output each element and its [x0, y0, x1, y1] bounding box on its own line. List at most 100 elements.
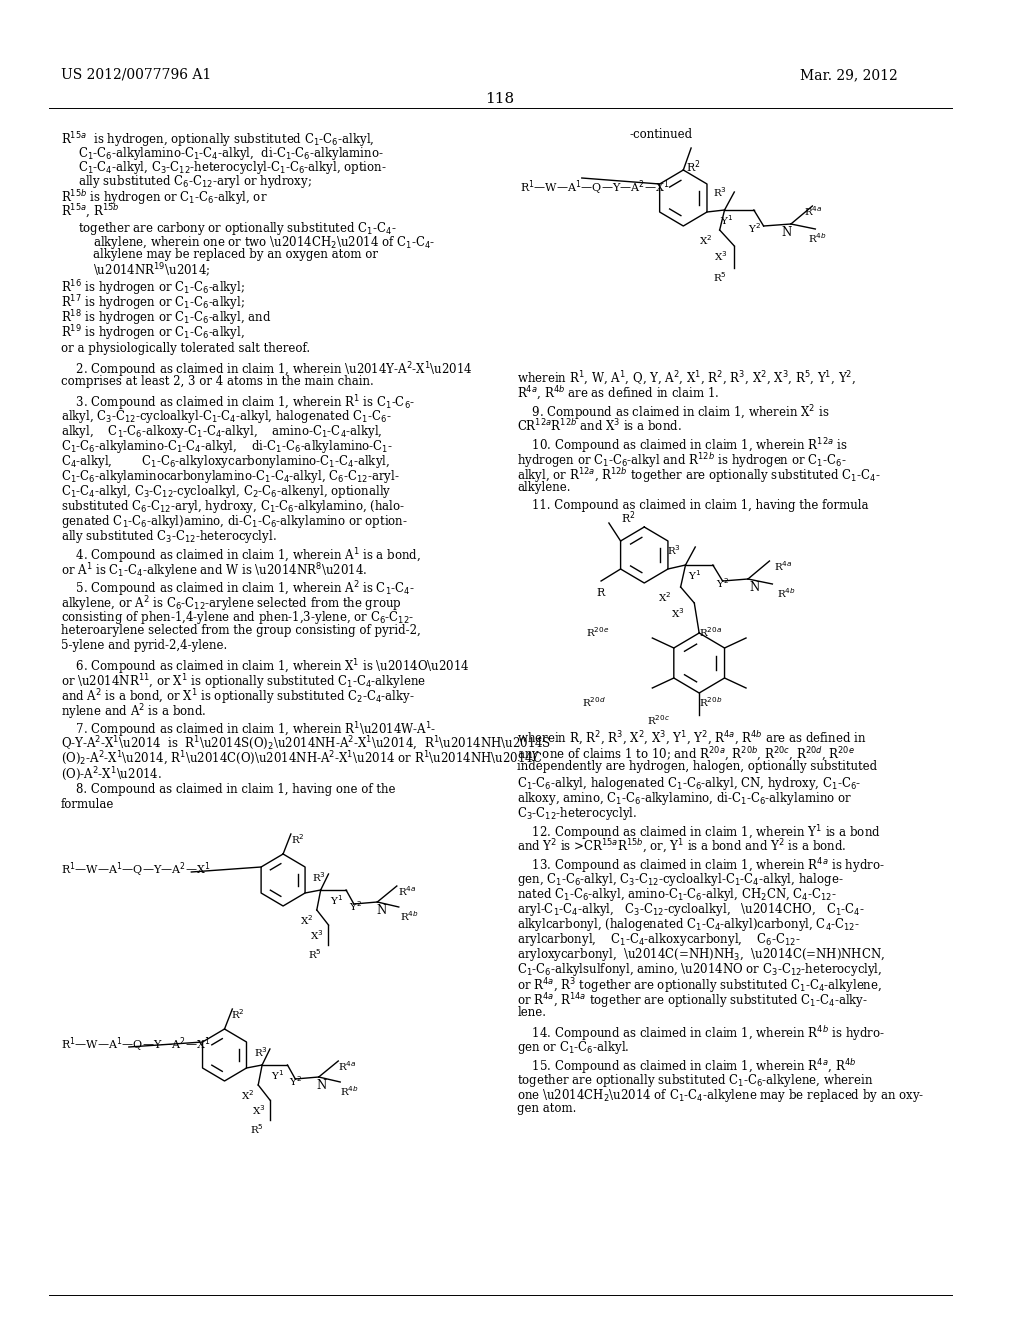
Text: alkylene.: alkylene. [517, 480, 570, 494]
Text: X$^2$: X$^2$ [241, 1088, 254, 1102]
Text: C$_1$-C$_6$-alkylamino-C$_1$-C$_4$-alkyl,  di-C$_1$-C$_6$-alkylamino-: C$_1$-C$_6$-alkylamino-C$_1$-C$_4$-alkyl… [78, 145, 384, 162]
Text: together are optionally substituted C$_1$-C$_6$-alkylene, wherein: together are optionally substituted C$_1… [517, 1072, 873, 1089]
Text: (O)-A$^2$-X$^1$\u2014.: (O)-A$^2$-X$^1$\u2014. [60, 766, 162, 783]
Text: R$^3$: R$^3$ [667, 543, 681, 557]
Text: 118: 118 [485, 92, 514, 106]
Text: Q-Y-A$^2$-X$^1$\u2014  is  R$^1$\u2014S(O)$_2$\u2014NH-A$^2$-X$^1$\u2014,  R$^1$: Q-Y-A$^2$-X$^1$\u2014 is R$^1$\u2014S(O)… [60, 735, 551, 754]
Text: alkyl, or R$^{12a}$, R$^{12b}$ together are optionally substituted C$_1$-C$_4$-: alkyl, or R$^{12a}$, R$^{12b}$ together … [517, 466, 881, 484]
Text: R$^1$—W—A$^1$—Q—Y—A$^2$—X$^1$: R$^1$—W—A$^1$—Q—Y—A$^2$—X$^1$ [60, 1035, 210, 1053]
Text: R$^{16}$ is hydrogen or C$_1$-C$_6$-alkyl;: R$^{16}$ is hydrogen or C$_1$-C$_6$-alky… [60, 279, 245, 297]
Text: alkyl, C$_3$-C$_{12}$-cycloalkyl-C$_1$-C$_4$-alkyl, halogenated C$_1$-C$_6$-: alkyl, C$_3$-C$_{12}$-cycloalkyl-C$_1$-C… [60, 408, 391, 425]
Text: R$^2$: R$^2$ [621, 510, 636, 525]
Text: 9. Compound as claimed in claim 1, wherein X$^2$ is: 9. Compound as claimed in claim 1, where… [517, 403, 829, 422]
Text: X$^3$: X$^3$ [671, 606, 684, 620]
Text: R$^{20b}$: R$^{20b}$ [699, 696, 722, 709]
Text: C$_3$-C$_{12}$-heterocyclyl.: C$_3$-C$_{12}$-heterocyclyl. [517, 805, 637, 822]
Text: or R$^{4a}$, R$^3$ together are optionally substituted C$_1$-C$_4$-alkylene,: or R$^{4a}$, R$^3$ together are optional… [517, 975, 883, 995]
Text: R$^5$: R$^5$ [308, 946, 323, 961]
Text: R$^{15a}$  is hydrogen, optionally substituted C$_1$-C$_6$-alkyl,: R$^{15a}$ is hydrogen, optionally substi… [60, 129, 374, 149]
Text: heteroarylene selected from the group consisting of pyrid-2,: heteroarylene selected from the group co… [60, 624, 420, 638]
Text: Y$^1$: Y$^1$ [721, 213, 733, 227]
Text: Y$^2$: Y$^2$ [349, 899, 362, 913]
Text: 8. Compound as claimed in claim 1, having one of the: 8. Compound as claimed in claim 1, havin… [60, 783, 395, 796]
Text: R$^3$: R$^3$ [713, 185, 727, 199]
Text: R$^{4a}$: R$^{4a}$ [398, 884, 417, 898]
Text: comprises at least 2, 3 or 4 atoms in the main chain.: comprises at least 2, 3 or 4 atoms in th… [60, 375, 374, 388]
Text: substituted C$_6$-C$_{12}$-aryl, hydroxy, C$_1$-C$_6$-alkylamino, (halo-: substituted C$_6$-C$_{12}$-aryl, hydroxy… [60, 498, 404, 515]
Text: 12. Compound as claimed in claim 1, wherein Y$^1$ is a bond: 12. Compound as claimed in claim 1, wher… [517, 822, 881, 842]
Text: N: N [377, 904, 387, 917]
Text: 2. Compound as claimed in claim 1, wherein \u2014Y-A$^2$-X$^1$\u2014: 2. Compound as claimed in claim 1, where… [60, 360, 472, 380]
Text: R$^3$: R$^3$ [312, 870, 327, 884]
Text: R$^{4a}$, R$^{4b}$ are as defined in claim 1.: R$^{4a}$, R$^{4b}$ are as defined in cla… [517, 385, 720, 403]
Text: C$_1$-C$_6$-alkylamino-C$_1$-C$_4$-alkyl,    di-C$_1$-C$_6$-alkylamino-C$_1$-: C$_1$-C$_6$-alkylamino-C$_1$-C$_4$-alkyl… [60, 438, 392, 455]
Text: X$^3$: X$^3$ [310, 928, 324, 941]
Text: Y$^2$: Y$^2$ [748, 220, 761, 235]
Text: 7. Compound as claimed in claim 1, wherein R$^1$\u2014W-A$^1$-: 7. Compound as claimed in claim 1, where… [60, 719, 436, 739]
Text: R$^{20e}$: R$^{20e}$ [586, 624, 609, 639]
Text: X$^3$: X$^3$ [252, 1104, 265, 1117]
Text: C$_1$-C$_4$-alkyl, C$_3$-C$_{12}$-heterocyclyl-C$_1$-C$_6$-alkyl, option-: C$_1$-C$_4$-alkyl, C$_3$-C$_{12}$-hetero… [78, 158, 387, 176]
Text: 5-ylene and pyrid-2,4-ylene.: 5-ylene and pyrid-2,4-ylene. [60, 639, 226, 652]
Text: Mar. 29, 2012: Mar. 29, 2012 [801, 69, 898, 82]
Text: independently are hydrogen, halogen, optionally substituted: independently are hydrogen, halogen, opt… [517, 760, 878, 774]
Text: nated C$_1$-C$_6$-alkyl, amino-C$_1$-C$_6$-alkyl, CH$_2$CN, C$_4$-C$_{12}$-: nated C$_1$-C$_6$-alkyl, amino-C$_1$-C$_… [517, 886, 838, 903]
Text: or \u2014NR$^{11}$, or X$^1$ is optionally substituted C$_1$-C$_4$-alkylene: or \u2014NR$^{11}$, or X$^1$ is optional… [60, 672, 426, 692]
Text: N: N [316, 1078, 327, 1092]
Text: one \u2014CH$_2$\u2014 of C$_1$-C$_4$-alkylene may be replaced by an oxy-: one \u2014CH$_2$\u2014 of C$_1$-C$_4$-al… [517, 1086, 925, 1104]
Text: alkoxy, amino, C$_1$-C$_6$-alkylamino, di-C$_1$-C$_6$-alkylamino or: alkoxy, amino, C$_1$-C$_6$-alkylamino, d… [517, 789, 853, 807]
Text: C$_1$-C$_6$-alkyl, halogenated C$_1$-C$_6$-alkyl, CN, hydroxy, C$_1$-C$_6$-: C$_1$-C$_6$-alkyl, halogenated C$_1$-C$_… [517, 775, 861, 792]
Text: R$^{4a}$: R$^{4a}$ [338, 1059, 356, 1073]
Text: gen, C$_1$-C$_6$-alkyl, C$_3$-C$_{12}$-cycloalkyl-C$_1$-C$_4$-alkyl, haloge-: gen, C$_1$-C$_6$-alkyl, C$_3$-C$_{12}$-c… [517, 871, 844, 888]
Text: any one of claims 1 to 10; and R$^{20a}$, R$^{20b}$, R$^{20c}$, R$^{20d}$, R$^{2: any one of claims 1 to 10; and R$^{20a}$… [517, 744, 855, 764]
Text: and Y$^2$ is >CR$^{15a}$R$^{15b}$, or, Y$^1$ is a bond and Y$^2$ is a bond.: and Y$^2$ is >CR$^{15a}$R$^{15b}$, or, Y… [517, 838, 847, 855]
Text: R$^5$: R$^5$ [713, 271, 726, 284]
Text: C$_1$-C$_6$-alkylaminocarbonylamino-C$_1$-C$_4$-alkyl, C$_6$-C$_{12}$-aryl-: C$_1$-C$_6$-alkylaminocarbonylamino-C$_1… [60, 469, 399, 484]
Text: wherein R$^1$, W, A$^1$, Q, Y, A$^2$, X$^1$, R$^2$, R$^3$, X$^2$, X$^3$, R$^5$, : wherein R$^1$, W, A$^1$, Q, Y, A$^2$, X$… [517, 370, 856, 388]
Text: R$^{18}$ is hydrogen or C$_1$-C$_6$-alkyl, and: R$^{18}$ is hydrogen or C$_1$-C$_6$-alky… [60, 308, 271, 327]
Text: R$^{4b}$: R$^{4b}$ [777, 586, 796, 599]
Text: 10. Compound as claimed in claim 1, wherein R$^{12a}$ is: 10. Compound as claimed in claim 1, wher… [517, 436, 848, 455]
Text: C$_4$-alkyl,        C$_1$-C$_6$-alkyloxycarbonylamino-C$_1$-C$_4$-alkyl,: C$_4$-alkyl, C$_1$-C$_6$-alkyloxycarbony… [60, 453, 389, 470]
Text: C$_1$-C$_4$-alkyl, C$_3$-C$_{12}$-cycloalkyl, C$_2$-C$_6$-alkenyl, optionally: C$_1$-C$_4$-alkyl, C$_3$-C$_{12}$-cycloa… [60, 483, 391, 500]
Text: aryl-C$_1$-C$_4$-alkyl,   C$_3$-C$_{12}$-cycloalkyl,   \u2014CHO,   C$_1$-C$_4$-: aryl-C$_1$-C$_4$-alkyl, C$_3$-C$_{12}$-c… [517, 902, 865, 917]
Text: N: N [750, 581, 760, 594]
Text: or a physiologically tolerated salt thereof.: or a physiologically tolerated salt ther… [60, 342, 309, 355]
Text: gen or C$_1$-C$_6$-alkyl.: gen or C$_1$-C$_6$-alkyl. [517, 1039, 630, 1056]
Text: 6. Compound as claimed in claim 1, wherein X$^1$ is \u2014O\u2014: 6. Compound as claimed in claim 1, where… [60, 657, 469, 677]
Text: Y$^1$: Y$^1$ [330, 894, 343, 907]
Text: R$^{4b}$: R$^{4b}$ [340, 1084, 358, 1098]
Text: wherein R, R$^2$, R$^3$, X$^2$, X$^3$, Y$^1$, Y$^2$, R$^{4a}$, R$^{4b}$ are as d: wherein R, R$^2$, R$^3$, X$^2$, X$^3$, Y… [517, 730, 867, 747]
Text: R$^{4b}$: R$^{4b}$ [808, 231, 827, 244]
Text: consisting of phen-1,4-ylene and phen-1,3-ylene, or C$_6$-C$_{12}$-: consisting of phen-1,4-ylene and phen-1,… [60, 609, 414, 626]
Text: arylcarbonyl,    C$_1$-C$_4$-alkoxycarbonyl,    C$_6$-C$_{12}$-: arylcarbonyl, C$_1$-C$_4$-alkoxycarbonyl… [517, 931, 801, 948]
Text: R$^{15a}$, R$^{15b}$: R$^{15a}$, R$^{15b}$ [60, 203, 119, 220]
Text: R$^1$—W—A$^1$—Q—Y—A$^2$—X$^1$: R$^1$—W—A$^1$—Q—Y—A$^2$—X$^1$ [520, 178, 670, 197]
Text: hydrogen or C$_1$-C$_6$-alkyl and R$^{12b}$ is hydrogen or C$_1$-C$_6$-: hydrogen or C$_1$-C$_6$-alkyl and R$^{12… [517, 451, 847, 470]
Text: Y$^2$: Y$^2$ [289, 1074, 302, 1088]
Text: R$^2$: R$^2$ [231, 1007, 245, 1020]
Text: R$^{4a}$: R$^{4a}$ [805, 205, 823, 218]
Text: Y$^1$: Y$^1$ [688, 568, 701, 582]
Text: R$^{20d}$: R$^{20d}$ [582, 696, 605, 709]
Text: R$^2$: R$^2$ [686, 158, 700, 174]
Text: R$^3$: R$^3$ [254, 1045, 268, 1059]
Text: C$_1$-C$_6$-alkylsulfonyl, amino, \u2014NO or C$_3$-C$_{12}$-heterocyclyl,: C$_1$-C$_6$-alkylsulfonyl, amino, \u2014… [517, 961, 883, 978]
Text: 11. Compound as claimed in claim 1, having the formula: 11. Compound as claimed in claim 1, havi… [517, 499, 869, 512]
Text: 3. Compound as claimed in claim 1, wherein R$^1$ is C$_1$-C$_6$-: 3. Compound as claimed in claim 1, where… [60, 393, 415, 413]
Text: \u2014NR$^{19}$\u2014;: \u2014NR$^{19}$\u2014; [93, 261, 210, 280]
Text: 4. Compound as claimed in claim 1, wherein A$^1$ is a bond,: 4. Compound as claimed in claim 1, where… [60, 546, 421, 565]
Text: (O)$_2$-A$^2$-X$^1$\u2014, R$^1$\u2014C(O)\u2014NH-A$^2$-X$^1$\u2014 or R$^1$\u2: (O)$_2$-A$^2$-X$^1$\u2014, R$^1$\u2014C(… [60, 750, 542, 768]
Text: X$^2$: X$^2$ [658, 590, 672, 603]
Text: US 2012/0077796 A1: US 2012/0077796 A1 [60, 69, 211, 82]
Text: R$^{15b}$ is hydrogen or C$_1$-C$_6$-alkyl, or: R$^{15b}$ is hydrogen or C$_1$-C$_6$-alk… [60, 187, 267, 207]
Text: aryloxycarbonyl,  \u2014C(=NH)NH$_3$,  \u2014C(=NH)NHCN,: aryloxycarbonyl, \u2014C(=NH)NH$_3$, \u2… [517, 946, 886, 964]
Text: N: N [781, 226, 792, 239]
Text: or A$^1$ is C$_1$-C$_4$-alkylene and W is \u2014NR$^8$\u2014.: or A$^1$ is C$_1$-C$_4$-alkylene and W i… [60, 561, 367, 581]
Text: R: R [596, 587, 605, 598]
Text: R$^{4a}$: R$^{4a}$ [774, 558, 793, 573]
Text: X$^3$: X$^3$ [714, 249, 727, 263]
Text: R$^{19}$ is hydrogen or C$_1$-C$_6$-alkyl,: R$^{19}$ is hydrogen or C$_1$-C$_6$-alky… [60, 323, 245, 343]
Text: alkylcarbonyl, (halogenated C$_1$-C$_4$-alkyl)carbonyl, C$_4$-C$_{12}$-: alkylcarbonyl, (halogenated C$_1$-C$_4$-… [517, 916, 860, 933]
Text: Y$^2$: Y$^2$ [716, 576, 728, 590]
